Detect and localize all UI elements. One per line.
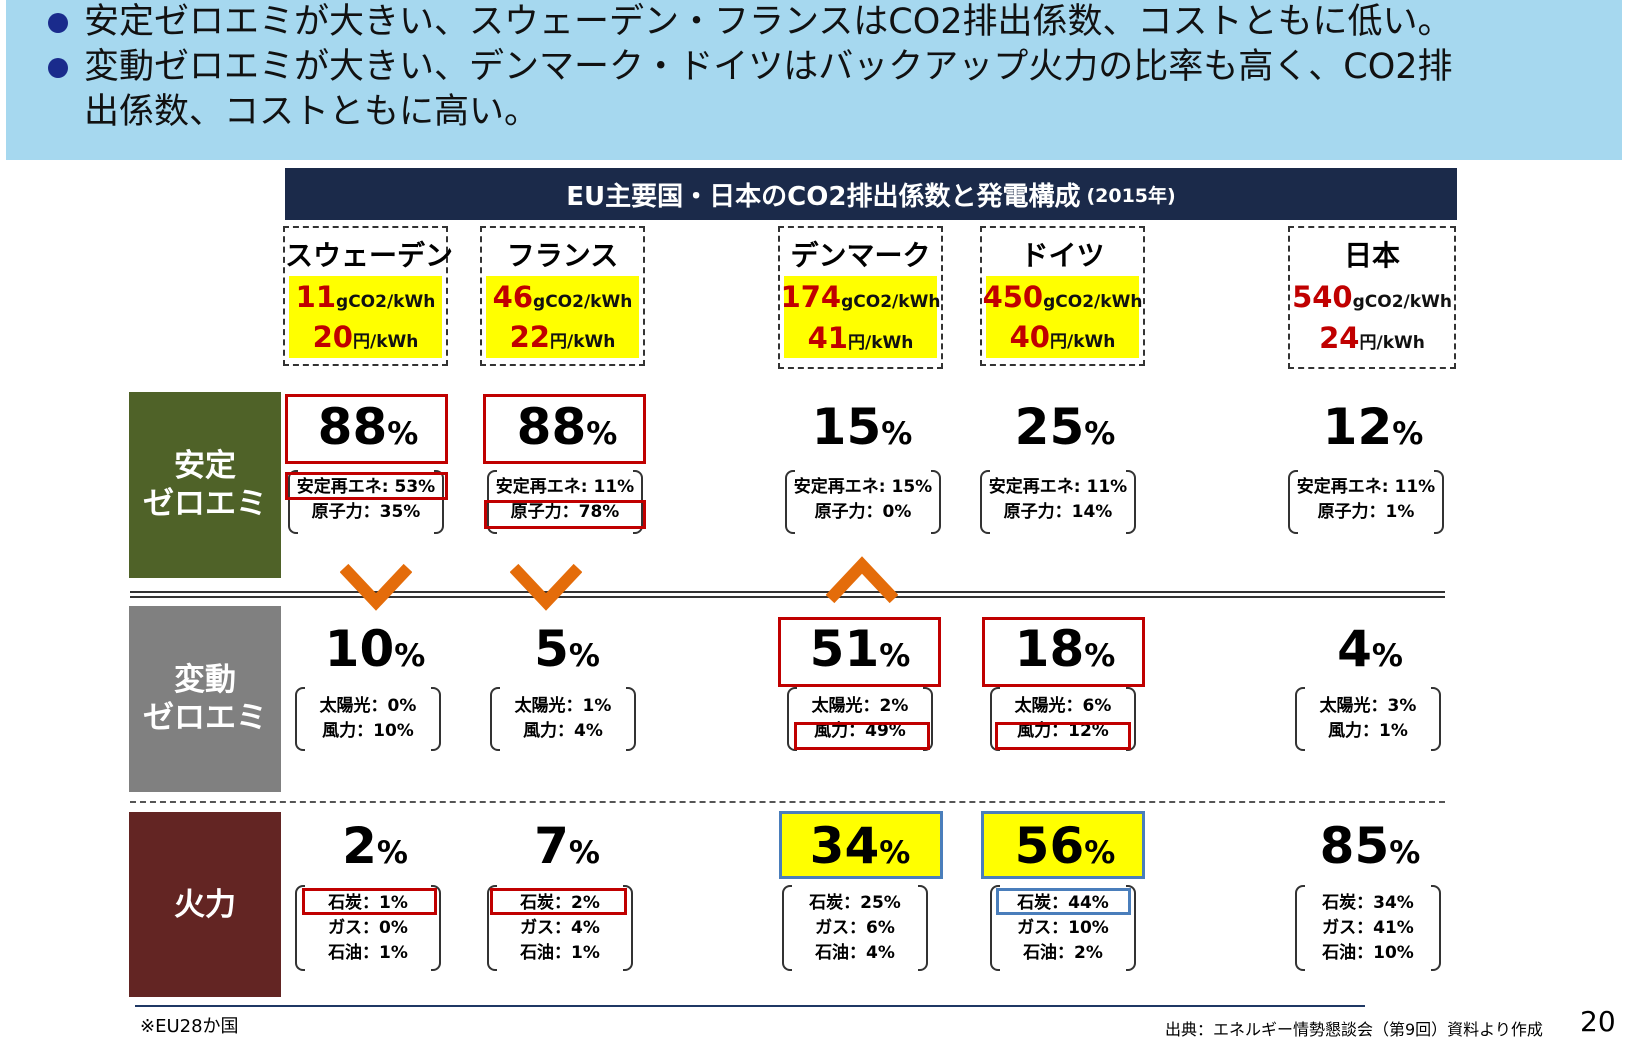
stable-detail-japan: 安定再エネ: 11% 原子力：1% <box>1288 470 1444 534</box>
row-label-thermal: 火力 <box>129 812 281 997</box>
co2-value: 174gCO2/kWh <box>780 280 941 314</box>
fire-pct-denmark: 34% <box>809 817 911 875</box>
var-detail-france: 太陽光：1% 風力：4% <box>490 687 636 751</box>
co2-value: 46gCO2/kWh <box>492 280 633 314</box>
dashed-divider <box>130 801 1445 803</box>
page-number: 20 <box>1580 1005 1616 1038</box>
highlight-box <box>996 888 1131 915</box>
country-card-germany: ドイツ 450gCO2/kWh 40円/kWh <box>980 226 1145 366</box>
chart-title: EU主要国・日本のCO2排出係数と発電構成 (2015年) <box>285 168 1457 220</box>
highlight-box <box>484 500 646 529</box>
row-label-stable: 安定 ゼロエミ <box>129 392 281 578</box>
chevron-down-icon <box>340 563 412 611</box>
country-name: ドイツ <box>1020 239 1105 272</box>
summary-banner: 安定ゼロエミが大きい、スウェーデン・フランスはCO2排出係数、コストともに低い。… <box>6 0 1622 160</box>
var-pct-sweden: 10% <box>324 620 426 678</box>
bullet-dot <box>48 58 68 78</box>
cost-value: 22円/kWh <box>509 320 616 354</box>
country-name: 日本 <box>1343 239 1400 272</box>
fire-detail-france: 石炭：2% ガス：4% 石油：1% <box>487 885 633 971</box>
var-pct-france: 5% <box>534 620 600 678</box>
chart-title-year: (2015年) <box>1086 184 1176 207</box>
bullet-dot <box>48 13 68 33</box>
highlight-box <box>794 722 930 750</box>
co2-value: 540gCO2/kWh <box>1292 280 1452 314</box>
fire-detail-denmark: 石炭：25% ガス：6% 石油：4% <box>782 885 928 971</box>
highlight-box <box>982 617 1145 687</box>
cost-value: 20円/kWh <box>312 320 419 354</box>
chart-title-main: EU主要国・日本のCO2排出係数と発電構成 <box>566 181 1081 212</box>
country-card-sweden: スウェーデン 11gCO2/kWh 20円/kWh <box>283 226 454 366</box>
var-pct-germany: 18% <box>1014 620 1116 678</box>
stable-detail-sweden: 安定再エネ: 53% 原子力：35% <box>288 470 444 534</box>
double-divider-top <box>130 591 1445 593</box>
cost-value: 40円/kWh <box>1009 320 1116 354</box>
stable-detail-germany: 安定再エネ: 11% 原子力：14% <box>980 470 1136 534</box>
co2-value: 450gCO2/kWh <box>982 280 1143 314</box>
footnote: ※EU28か国 <box>140 1016 239 1037</box>
stable-pct-germany: 25% <box>1014 398 1116 456</box>
var-pct-japan: 4% <box>1337 620 1403 678</box>
country-card-france: フランス 46gCO2/kWh 22円/kWh <box>480 226 645 366</box>
footer-rule <box>135 1005 1365 1007</box>
var-detail-germany: 太陽光：6% 風力：12% <box>990 687 1136 751</box>
fire-detail-sweden: 石炭：1% ガス：0% 石油：1% <box>295 885 441 971</box>
var-detail-sweden: 太陽光：0% 風力：10% <box>295 687 441 751</box>
fire-detail-japan: 石炭：34% ガス：41% 石油：10% <box>1295 885 1441 971</box>
var-pct-denmark: 51% <box>809 620 911 678</box>
cost-value: 41円/kWh <box>807 321 914 355</box>
highlight-box <box>483 394 646 464</box>
highlight-box <box>779 811 943 879</box>
highlight-box <box>490 888 627 915</box>
row-label-variable: 変動 ゼロエミ <box>129 606 281 792</box>
bullet-1: 安定ゼロエミが大きい、スウェーデン・フランスはCO2排出係数、コストともに低い。 <box>84 2 1453 42</box>
stable-pct-france: 88% <box>516 398 618 456</box>
highlight-fill <box>986 276 1139 358</box>
country-name: スウェーデン <box>285 239 454 272</box>
bullet-2-cont: 出係数、コストともに高い。 <box>84 92 540 132</box>
fire-pct-france: 7% <box>534 817 600 875</box>
fire-pct-japan: 85% <box>1319 817 1421 875</box>
chevron-up-icon <box>826 556 898 604</box>
double-divider-bottom <box>130 596 1445 598</box>
fire-detail-germany: 石炭：44% ガス：10% 石油：2% <box>990 885 1136 971</box>
chevron-down-icon <box>510 563 582 611</box>
cost-value: 24円/kWh <box>1319 321 1425 355</box>
stable-detail-denmark: 安定再エネ: 15% 原子力：0% <box>785 470 941 534</box>
country-name: デンマーク <box>790 239 931 272</box>
var-detail-denmark: 太陽光：2% 風力：49% <box>787 687 933 751</box>
var-detail-japan: 太陽光：3% 風力：1% <box>1295 687 1441 751</box>
bullet-2: 変動ゼロエミが大きい、デンマーク・ドイツはバックアップ火力の比率も高く、CO2排 <box>84 47 1453 87</box>
stable-pct-sweden: 88% <box>317 398 419 456</box>
highlight-box <box>981 811 1145 879</box>
highlight-fill <box>486 276 639 358</box>
highlight-box <box>285 472 448 500</box>
fire-pct-sweden: 2% <box>342 817 408 875</box>
highlight-box <box>302 888 437 915</box>
fire-pct-germany: 56% <box>1014 817 1116 875</box>
highlight-box <box>778 617 941 687</box>
country-card-denmark: デンマーク 174gCO2/kWh 41円/kWh <box>778 226 943 369</box>
highlight-box <box>285 394 448 464</box>
highlight-fill <box>289 276 442 358</box>
co2-value: 11gCO2/kWh <box>295 280 436 314</box>
country-name: フランス <box>506 239 619 272</box>
stable-pct-denmark: 15% <box>811 398 913 456</box>
stable-pct-japan: 12% <box>1322 398 1424 456</box>
highlight-box <box>995 722 1131 750</box>
highlight-fill <box>982 812 1144 878</box>
highlight-fill <box>784 276 937 358</box>
highlight-fill <box>780 812 942 878</box>
country-card-japan: 日本 540gCO2/kWh 24円/kWh <box>1288 226 1456 369</box>
source-note: 出典：エネルギー情勢懇談会（第9回）資料より作成 <box>1165 1020 1543 1039</box>
